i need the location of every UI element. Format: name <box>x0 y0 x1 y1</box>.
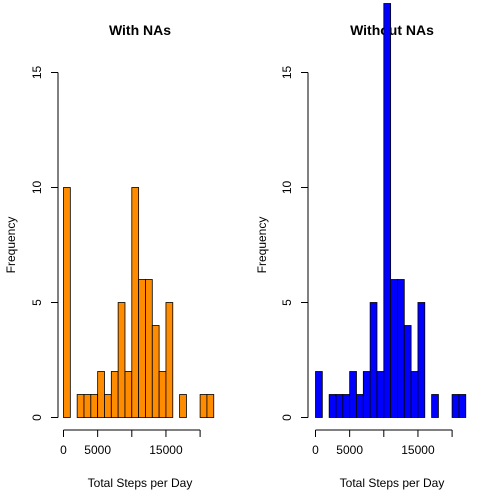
histogram-bar <box>335 394 344 418</box>
x-axis-label: Total Steps per Day <box>88 476 193 490</box>
x-axis: 0 5000 15000 <box>60 429 201 457</box>
histogram-bar <box>328 394 337 418</box>
x-tick-label: 5000 <box>336 443 363 457</box>
histogram-bar <box>63 187 71 418</box>
histogram-bar <box>76 394 85 418</box>
bars <box>315 3 467 418</box>
histogram-bar <box>342 394 351 418</box>
histogram-bar <box>349 371 357 418</box>
histogram-bar <box>199 394 208 418</box>
y-tick-label: 0 <box>30 414 44 421</box>
histogram-bar <box>356 394 364 418</box>
x-tick-label: 15000 <box>401 443 435 457</box>
x-tick-label: 15000 <box>149 443 183 457</box>
histogram-bar <box>104 394 112 418</box>
histogram-bar <box>403 325 412 418</box>
histogram-bar <box>410 371 419 418</box>
y-tick-label: 0 <box>280 414 294 421</box>
histogram-bar <box>417 302 426 418</box>
y-axis-label: Frequency <box>255 217 269 274</box>
y-axis-label: Frequency <box>4 217 18 274</box>
y-axis: 0 5 10 15 <box>280 66 309 421</box>
y-tick-label: 15 <box>280 66 294 80</box>
histogram-bar <box>431 394 439 418</box>
histogram-bar <box>369 302 378 418</box>
histogram-bar <box>110 371 119 418</box>
y-tick-label: 5 <box>30 299 44 306</box>
y-tick-label: 15 <box>30 66 44 80</box>
histogram-bar <box>315 371 323 418</box>
histogram-bar <box>151 325 160 418</box>
y-tick-label: 10 <box>30 181 44 195</box>
histogram-without-nas: Without NAs Total Steps per Day Frequenc… <box>255 3 467 490</box>
histogram-bar <box>138 279 146 418</box>
histogram-bar <box>376 371 385 418</box>
y-tick-label: 10 <box>280 181 294 195</box>
histogram-bar <box>165 302 174 418</box>
histogram-bar <box>179 394 187 418</box>
histogram-bar <box>158 371 167 418</box>
histogram-bar <box>131 187 140 418</box>
histogram-bar <box>145 279 153 418</box>
histogram-bar <box>90 394 99 418</box>
x-tick-label: 5000 <box>84 443 111 457</box>
histogram-bar <box>206 394 215 418</box>
histogram-bar <box>117 302 126 418</box>
histogram-with-nas: With NAs Total Steps per Day Frequency 0… <box>4 22 215 490</box>
histogram-bar <box>451 394 460 418</box>
histogram-bar <box>397 279 405 418</box>
histogram-bar <box>124 371 133 418</box>
histogram-bar <box>458 394 467 418</box>
x-axis: 0 5000 15000 <box>312 429 453 457</box>
histogram-bar <box>83 394 92 418</box>
histogram-bar <box>390 279 398 418</box>
chart-title: With NAs <box>109 22 171 38</box>
y-tick-label: 5 <box>280 299 294 306</box>
x-tick-label: 0 <box>60 443 67 457</box>
histogram-bar <box>97 371 105 418</box>
histogram-bar <box>362 371 371 418</box>
chart-title: Without NAs <box>350 22 434 38</box>
x-axis-label: Total Steps per Day <box>340 476 445 490</box>
histogram-bar <box>383 3 392 418</box>
y-axis: 0 5 10 15 <box>30 66 59 421</box>
bars <box>63 187 215 418</box>
x-tick-label: 0 <box>312 443 319 457</box>
